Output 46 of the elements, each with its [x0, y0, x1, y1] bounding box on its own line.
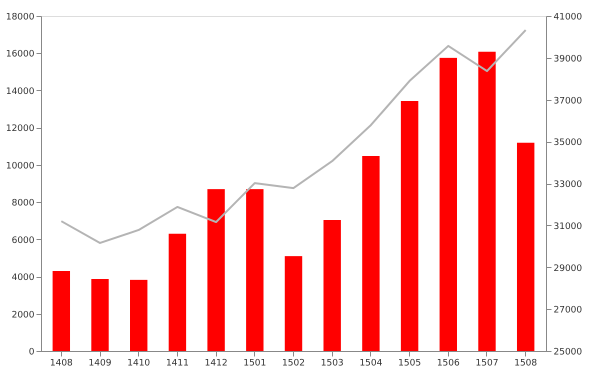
- bar: [52, 270, 70, 351]
- x-tick-label: 1411: [166, 358, 189, 368]
- x-tick-label: 1506: [436, 358, 460, 368]
- bar: [516, 142, 534, 351]
- bar: [400, 101, 418, 351]
- x-tick-label: 1408: [50, 358, 74, 368]
- y-tick-label: 6000: [12, 236, 35, 246]
- y-tick-label: 4000: [12, 273, 35, 284]
- y-tick-label: 16000: [6, 50, 35, 60]
- bar: [362, 156, 380, 351]
- y2-tick-label: 37000: [554, 96, 582, 106]
- bar: [246, 189, 264, 351]
- x-tick-label: 1508: [514, 358, 538, 368]
- bar: [440, 58, 457, 351]
- y-tick-label: 2000: [12, 310, 35, 320]
- y-tick-label: 18000: [6, 12, 35, 22]
- x-tick-label: 1409: [88, 358, 112, 368]
- y2-tick-label: 35000: [554, 138, 582, 148]
- bar: [323, 220, 341, 351]
- x-tick-label: 1505: [398, 358, 422, 368]
- bar: [130, 280, 148, 351]
- bar: [207, 189, 225, 351]
- x-tick-label: 1501: [243, 358, 266, 368]
- y-tick-label: 8000: [12, 198, 35, 209]
- y-tick-label: 12000: [6, 124, 35, 134]
- y-tick-label: 14000: [6, 86, 35, 97]
- x-tick-label: 1503: [320, 358, 344, 368]
- bar: [91, 278, 109, 351]
- y-tick-label: 10000: [6, 161, 35, 172]
- x-tick-label: 1502: [282, 358, 305, 368]
- y-tick-label: 0: [28, 348, 35, 358]
- y2-tick-label: 39000: [554, 54, 582, 64]
- y2-tick-label: 27000: [554, 306, 582, 316]
- y2-tick-label: 33000: [554, 180, 582, 190]
- bar: [284, 256, 302, 351]
- y2-tick-label: 31000: [554, 222, 582, 232]
- x-tick-label: 1410: [127, 358, 150, 368]
- bar: [168, 234, 186, 351]
- y2-tick-label: 41000: [554, 12, 582, 22]
- y2-tick-label: 25000: [554, 348, 582, 358]
- x-tick-label: 1507: [476, 358, 498, 368]
- bar: [478, 52, 496, 351]
- y2-tick-label: 29000: [554, 264, 582, 274]
- x-tick-label: 1412: [204, 358, 228, 368]
- line-series: [60, 29, 527, 244]
- x-tick-label: 1504: [359, 358, 383, 368]
